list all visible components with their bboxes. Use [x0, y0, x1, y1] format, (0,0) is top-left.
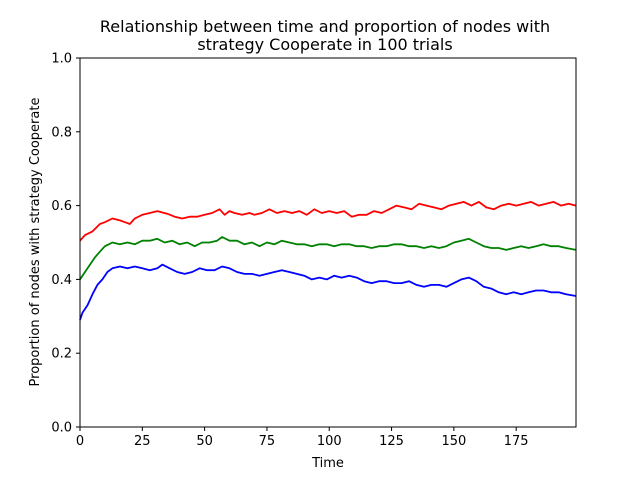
x-tick-label: 0 [76, 434, 84, 449]
y-tick-label: 0.8 [51, 125, 72, 140]
y-axis-label: Proportion of nodes with strategy Cooper… [28, 98, 43, 387]
y-tick-label: 0.6 [51, 199, 72, 214]
x-tick-label: 100 [317, 434, 342, 449]
axes-frame [79, 57, 577, 428]
chart-title-line-2: strategy Cooperate in 100 trials [197, 35, 452, 54]
chart-title-line-1: Relationship between time and proportion… [100, 17, 550, 36]
y-tick-label: 0.4 [51, 273, 72, 288]
y-tick-label: 0.2 [51, 347, 72, 362]
x-tick-label: 125 [379, 434, 404, 449]
x-tick-label: 50 [196, 434, 213, 449]
y-axis-ticks: 0.0 0.2 0.4 0.6 0.8 1.0 [51, 52, 80, 436]
y-tick-label: 0.0 [51, 421, 72, 436]
x-tick-label: 75 [259, 434, 276, 449]
series-layer [79, 201, 577, 321]
x-tick-label: 175 [504, 434, 529, 449]
blue-series-line [79, 263, 577, 321]
y-tick-label: 1.0 [51, 52, 72, 67]
green-series-line [79, 236, 577, 280]
x-axis-label: Time [311, 456, 344, 471]
x-tick-label: 25 [134, 434, 151, 449]
x-tick-label: 150 [441, 434, 466, 449]
plot-area: 0 25 50 75 100 125 150 175 0.0 0.2 0.4 0.6 0.8 1.0 [51, 52, 577, 449]
red-series-line [79, 201, 577, 242]
x-axis-ticks: 0 25 50 75 100 125 150 175 [76, 427, 529, 449]
